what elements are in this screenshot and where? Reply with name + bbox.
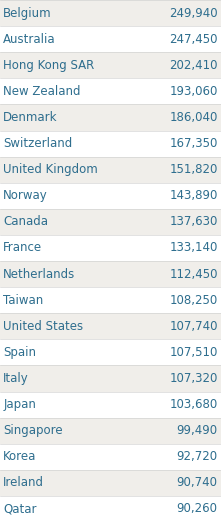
- Text: 143,890: 143,890: [169, 189, 218, 202]
- Bar: [137, 365, 221, 392]
- Text: Qatar: Qatar: [3, 503, 37, 515]
- Text: 108,250: 108,250: [170, 294, 218, 306]
- Bar: [0, 339, 137, 365]
- Text: 103,680: 103,680: [170, 398, 218, 411]
- Text: 90,740: 90,740: [177, 477, 218, 489]
- Text: 151,820: 151,820: [169, 163, 218, 176]
- Text: United States: United States: [3, 320, 84, 333]
- Text: Netherlands: Netherlands: [3, 268, 76, 280]
- Bar: [137, 183, 221, 209]
- Text: 99,490: 99,490: [177, 424, 218, 437]
- Bar: [0, 157, 137, 183]
- Text: Ireland: Ireland: [3, 477, 44, 489]
- Text: Denmark: Denmark: [3, 111, 58, 124]
- Text: 107,510: 107,510: [169, 346, 218, 359]
- Bar: [137, 78, 221, 104]
- Text: 137,630: 137,630: [169, 216, 218, 228]
- Bar: [137, 392, 221, 418]
- Bar: [0, 209, 137, 235]
- Text: Norway: Norway: [3, 189, 48, 202]
- Bar: [137, 157, 221, 183]
- Bar: [0, 313, 137, 339]
- Bar: [0, 235, 137, 261]
- Bar: [0, 261, 137, 287]
- Bar: [137, 496, 221, 522]
- Bar: [0, 496, 137, 522]
- Text: Belgium: Belgium: [3, 7, 52, 19]
- Bar: [137, 339, 221, 365]
- Text: 107,740: 107,740: [169, 320, 218, 333]
- Text: 133,140: 133,140: [169, 242, 218, 254]
- Text: 167,350: 167,350: [169, 137, 218, 150]
- Text: 249,940: 249,940: [169, 7, 218, 19]
- Text: 90,260: 90,260: [177, 503, 218, 515]
- Text: Canada: Canada: [3, 216, 48, 228]
- Text: Spain: Spain: [3, 346, 36, 359]
- Text: 92,720: 92,720: [177, 450, 218, 463]
- Bar: [137, 261, 221, 287]
- Bar: [137, 418, 221, 444]
- Bar: [0, 26, 137, 52]
- Text: Korea: Korea: [3, 450, 37, 463]
- Bar: [0, 104, 137, 130]
- Bar: [0, 287, 137, 313]
- Bar: [0, 365, 137, 392]
- Text: Switzerland: Switzerland: [3, 137, 72, 150]
- Bar: [0, 444, 137, 470]
- Bar: [0, 418, 137, 444]
- Text: Japan: Japan: [3, 398, 36, 411]
- Bar: [137, 130, 221, 157]
- Bar: [0, 470, 137, 496]
- Text: 107,320: 107,320: [169, 372, 218, 385]
- Text: Hong Kong SAR: Hong Kong SAR: [3, 59, 95, 72]
- Bar: [137, 313, 221, 339]
- Text: Singapore: Singapore: [3, 424, 63, 437]
- Bar: [137, 209, 221, 235]
- Text: 112,450: 112,450: [169, 268, 218, 280]
- Text: 186,040: 186,040: [169, 111, 218, 124]
- Text: 193,060: 193,060: [169, 85, 218, 98]
- Bar: [137, 104, 221, 130]
- Bar: [137, 444, 221, 470]
- Text: United Kingdom: United Kingdom: [3, 163, 98, 176]
- Bar: [0, 78, 137, 104]
- Bar: [0, 0, 137, 26]
- Text: 247,450: 247,450: [169, 33, 218, 45]
- Bar: [137, 235, 221, 261]
- Bar: [0, 52, 137, 78]
- Bar: [137, 26, 221, 52]
- Bar: [137, 0, 221, 26]
- Bar: [137, 470, 221, 496]
- Text: New Zealand: New Zealand: [3, 85, 81, 98]
- Bar: [0, 130, 137, 157]
- Bar: [137, 287, 221, 313]
- Text: Australia: Australia: [3, 33, 56, 45]
- Bar: [137, 52, 221, 78]
- Text: Italy: Italy: [3, 372, 29, 385]
- Bar: [0, 392, 137, 418]
- Text: France: France: [3, 242, 42, 254]
- Bar: [0, 183, 137, 209]
- Text: 202,410: 202,410: [169, 59, 218, 72]
- Text: Taiwan: Taiwan: [3, 294, 44, 306]
